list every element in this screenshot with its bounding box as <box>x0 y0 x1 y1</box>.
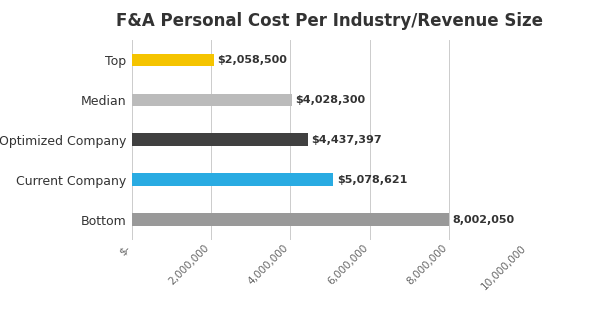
Bar <box>132 213 449 226</box>
Bar <box>132 134 308 146</box>
Bar <box>132 94 292 106</box>
Title: F&A Personal Cost Per Industry/Revenue Size: F&A Personal Cost Per Industry/Revenue S… <box>116 12 544 30</box>
Text: $4,437,397: $4,437,397 <box>311 135 382 145</box>
Bar <box>132 173 333 186</box>
Text: $4,028,300: $4,028,300 <box>295 95 365 105</box>
Text: $5,078,621: $5,078,621 <box>337 175 407 185</box>
Text: $2,058,500: $2,058,500 <box>217 55 287 65</box>
Bar <box>132 54 214 66</box>
Text: 8,002,050: 8,002,050 <box>453 215 515 225</box>
